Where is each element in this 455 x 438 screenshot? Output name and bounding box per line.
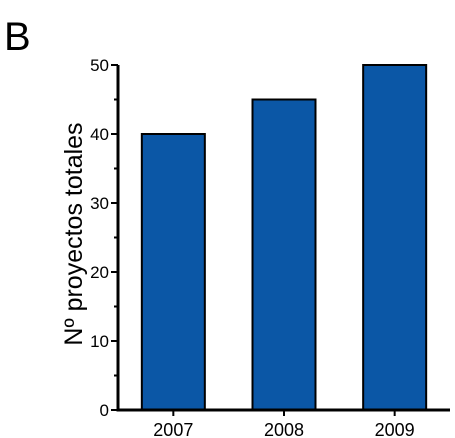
x-tick-label-2009: 2009 (375, 420, 415, 438)
axes-group: 2007 2008 2009 0 10 20 30 40 50 (90, 56, 450, 438)
y-tick-label-10: 10 (90, 332, 109, 351)
panel-label: B (4, 15, 31, 59)
x-tick-label-2008: 2008 (264, 420, 304, 438)
y-tick-label-40: 40 (90, 125, 109, 144)
x-tick-label-2007: 2007 (153, 420, 193, 438)
bar-2008 (251, 98, 317, 411)
bar-2007 (140, 133, 206, 411)
y-tick-label-0: 0 (100, 401, 109, 420)
y-axis-label: Nº proyectos totales (60, 122, 88, 345)
y-tick-label-30: 30 (90, 194, 109, 213)
y-tick-label-50: 50 (90, 56, 109, 75)
y-tick-label-20: 20 (90, 263, 109, 282)
bars-group (140, 64, 428, 411)
bar-2009 (362, 64, 428, 411)
